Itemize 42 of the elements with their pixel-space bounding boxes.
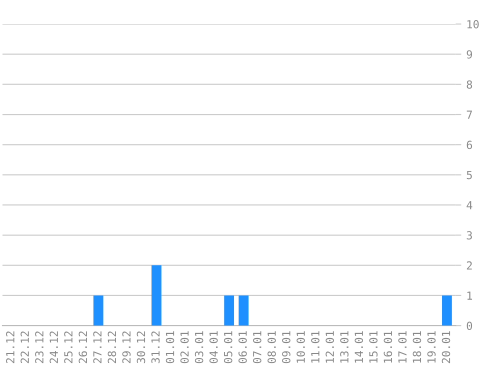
x-tick-label: 13.01	[340, 331, 349, 363]
y-tick-label: 5	[466, 170, 472, 180]
x-tick-label: 15.01	[369, 331, 378, 363]
y-tick-label: 8	[466, 80, 472, 89]
x-tick-label: 16.01	[384, 331, 392, 363]
x-tick-label: 17.01	[398, 331, 407, 363]
x-tick-label: 28.12	[108, 331, 116, 364]
y-tick-label: 0	[466, 322, 472, 330]
x-tick-label: 21.12	[6, 331, 14, 364]
x-tick-label: 23.12	[35, 331, 44, 364]
y-tick-label: 3	[466, 231, 472, 240]
y-tick-label: 10	[467, 20, 479, 28]
x-tick-label: 20.01	[442, 331, 450, 364]
x-tick-label: 02.01	[180, 331, 189, 364]
x-tick-label: 03.01	[194, 331, 204, 364]
y-tick-label: 9	[466, 50, 472, 59]
x-tick-label: 05.01	[224, 331, 232, 364]
x-tick-label: 12.01	[326, 331, 334, 363]
y-tick-label: 6	[466, 140, 472, 150]
x-tick-label: 31.12	[151, 331, 160, 364]
x-tick-label: 19.01	[427, 331, 436, 363]
x-tick-label: 09.01	[282, 331, 290, 364]
x-tick-label: 07.01	[252, 331, 262, 364]
x-tick-label: 10.01	[296, 331, 305, 363]
x-tick-label: 24.12	[50, 331, 58, 364]
x-tick-label: 26.12	[78, 331, 88, 364]
x-tick-label: 22.12	[20, 331, 29, 364]
x-tick-label: 08.01	[268, 331, 276, 364]
x-tick-label: 06.01	[238, 331, 247, 364]
x-tick-label: 25.12	[64, 331, 73, 364]
x-tick-label: 04.01	[209, 331, 218, 364]
x-tick-label: 01.01	[166, 331, 174, 364]
x-tick-label: 18.01	[412, 331, 422, 363]
y-tick-label: 4	[466, 201, 472, 210]
x-tick-label: 27.12	[93, 331, 102, 364]
x-tick-label: 29.12	[122, 331, 131, 364]
y-tick-label: 2	[466, 261, 472, 270]
x-tick-label: 14.01	[354, 331, 364, 363]
y-tick-label: 1	[467, 292, 472, 300]
x-tick-label: 30.12	[136, 331, 146, 364]
y-tick-label: 7	[466, 110, 472, 119]
x-tick-label: 11.01	[311, 331, 320, 363]
